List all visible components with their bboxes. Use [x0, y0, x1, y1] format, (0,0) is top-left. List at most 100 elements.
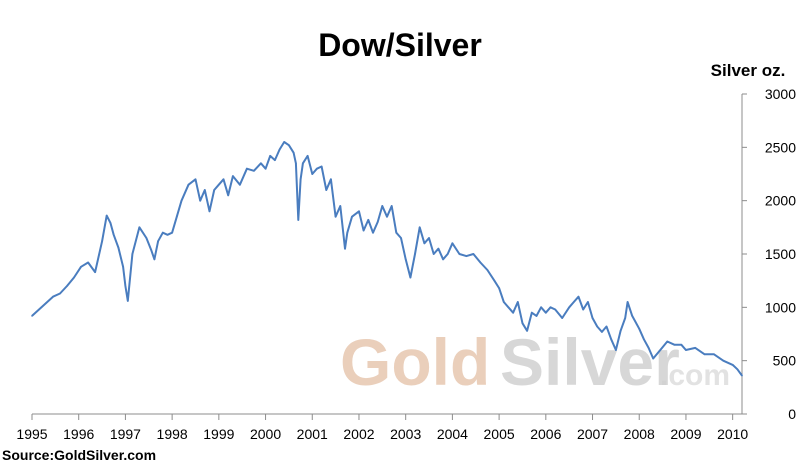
x-tick-label: 2009: [670, 426, 701, 442]
data-point: [176, 215, 178, 218]
y-tick-label: 1500: [765, 246, 796, 262]
data-point: [624, 317, 626, 319]
x-ticks: 1995 1996 1997 1998 1999 2000 2001 2002 2003 2004…: [16, 414, 748, 442]
data-point: [631, 315, 633, 317]
data-point: [297, 219, 300, 221]
data-point: [442, 258, 444, 261]
data-point: [549, 306, 552, 309]
x-tick-label: 2004: [437, 426, 468, 442]
y-tick-label: 1000: [765, 299, 796, 315]
data-point: [302, 162, 304, 165]
data-point: [736, 368, 739, 371]
data-point: [325, 189, 328, 191]
data-point: [512, 311, 514, 314]
data-point: [260, 162, 262, 165]
data-point: [573, 301, 575, 303]
data-point: [400, 237, 402, 239]
data-point: [274, 159, 276, 161]
y-tick-label: 2500: [765, 139, 796, 155]
data-point: [306, 155, 309, 157]
data-point: [162, 231, 164, 234]
data-point: [344, 247, 346, 250]
data-point: [554, 308, 556, 311]
data-point: [180, 199, 183, 202]
data-point: [659, 349, 662, 351]
data-point: [647, 347, 650, 349]
data-point: [418, 226, 421, 229]
data-point: [316, 167, 318, 170]
data-point: [208, 210, 211, 213]
data-point: [395, 231, 398, 234]
data-point: [503, 301, 505, 303]
data-point: [124, 285, 127, 287]
data-point: [498, 287, 500, 289]
data-point: [428, 237, 430, 239]
data-point: [531, 311, 533, 314]
data-point: [601, 331, 603, 333]
data-point: [540, 306, 542, 309]
y-tick-label: 3000: [765, 86, 796, 102]
x-tick-label: 1998: [157, 426, 188, 442]
data-point: [101, 240, 103, 242]
data-point: [45, 302, 47, 304]
data-point: [652, 357, 654, 360]
data-point: [299, 178, 302, 181]
data-point: [246, 167, 248, 170]
data-point: [153, 258, 156, 261]
data-point: [73, 276, 75, 279]
data-point: [127, 300, 129, 302]
source-note: Source:GoldSilver.com: [2, 447, 156, 463]
y-tick-label: 2000: [765, 193, 796, 209]
y-ticks: 3000 2500 2000 1500 1000 500 0: [742, 86, 796, 422]
watermark-com: .com: [660, 359, 730, 392]
data-point: [358, 210, 360, 213]
data-point: [404, 258, 407, 261]
data-point: [713, 353, 715, 356]
data-point: [486, 269, 489, 271]
data-point: [232, 175, 234, 177]
data-point: [517, 301, 519, 303]
data-point: [619, 330, 622, 332]
data-point: [339, 205, 342, 207]
data-point: [311, 173, 314, 175]
data-point: [351, 215, 353, 218]
data-point: [451, 242, 454, 245]
data-point: [166, 234, 169, 236]
data-point: [269, 155, 272, 157]
data-point: [292, 151, 295, 154]
data-point: [194, 178, 197, 181]
data-point: [479, 261, 482, 264]
data-point: [561, 317, 563, 319]
data-point: [615, 349, 617, 351]
data-point: [703, 353, 706, 356]
data-point: [731, 364, 734, 366]
x-tick-label: 2002: [343, 426, 374, 442]
data-point: [320, 165, 323, 168]
data-point: [507, 306, 510, 309]
data-point: [288, 144, 290, 146]
x-tick-label: 2005: [484, 426, 515, 442]
data-point: [199, 199, 201, 202]
data-point: [591, 317, 594, 319]
data-point: [465, 255, 468, 257]
data-point: [386, 215, 388, 218]
data-point: [330, 178, 332, 181]
data-point: [685, 349, 687, 351]
data-point: [372, 231, 374, 234]
data-point: [414, 253, 416, 255]
data-point: [673, 343, 676, 346]
data-point: [204, 189, 206, 191]
data-point: [432, 253, 435, 255]
data-point: [334, 215, 337, 218]
data-point: [722, 359, 725, 362]
data-point: [52, 295, 54, 298]
data-point: [545, 311, 547, 314]
x-tick-label: 2007: [577, 426, 608, 442]
data-point: [59, 292, 61, 295]
data-point: [187, 183, 190, 186]
data-point: [150, 248, 152, 251]
data-point: [582, 308, 584, 311]
data-point: [638, 327, 640, 330]
data-point: [112, 234, 115, 236]
